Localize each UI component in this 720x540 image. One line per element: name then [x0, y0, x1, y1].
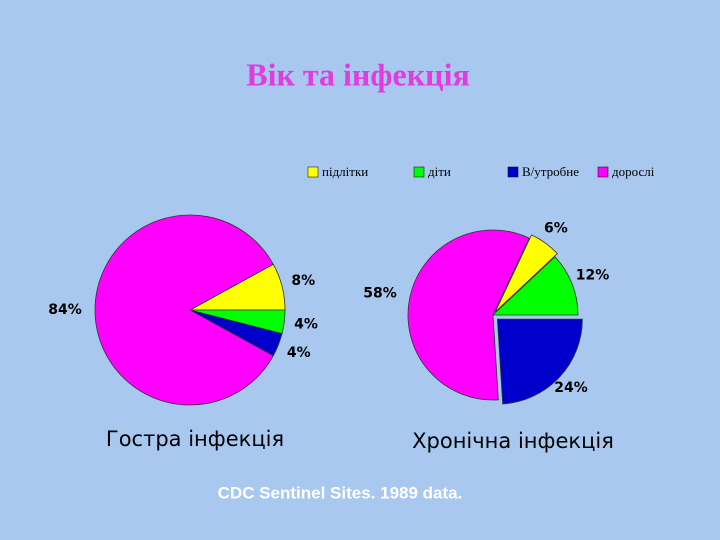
value-label: 8%: [291, 273, 315, 289]
pie-slice: [491, 256, 579, 316]
legend-label: діти: [428, 164, 451, 179]
value-label: 12%: [576, 268, 610, 284]
value-label: 24%: [554, 380, 588, 396]
chart-title: Хронічна інфекція: [412, 429, 614, 453]
legend-label: В/утробне: [522, 164, 579, 179]
legend-swatch: [413, 166, 425, 178]
source-note: CDC Sentinel Sites. 1989 data.: [218, 483, 463, 502]
value-label: 58%: [363, 285, 397, 301]
legend-swatch: [507, 166, 519, 178]
pie-slice: [407, 229, 530, 401]
value-label: 6%: [544, 220, 568, 236]
value-label: 4%: [294, 317, 318, 333]
legend-swatch: [597, 166, 609, 178]
chart-title: Гостра інфекція: [106, 427, 284, 451]
value-label: 4%: [287, 345, 311, 361]
slide-title: Вік та інфекція: [246, 56, 470, 92]
legend-label: дорослі: [612, 164, 655, 179]
legend-swatch: [307, 166, 319, 178]
pie-slice: [494, 234, 558, 313]
legend-label: підлітки: [322, 164, 368, 179]
value-label: 84%: [48, 302, 82, 318]
pie-slice: [496, 318, 583, 405]
pie-slice: [94, 214, 274, 406]
